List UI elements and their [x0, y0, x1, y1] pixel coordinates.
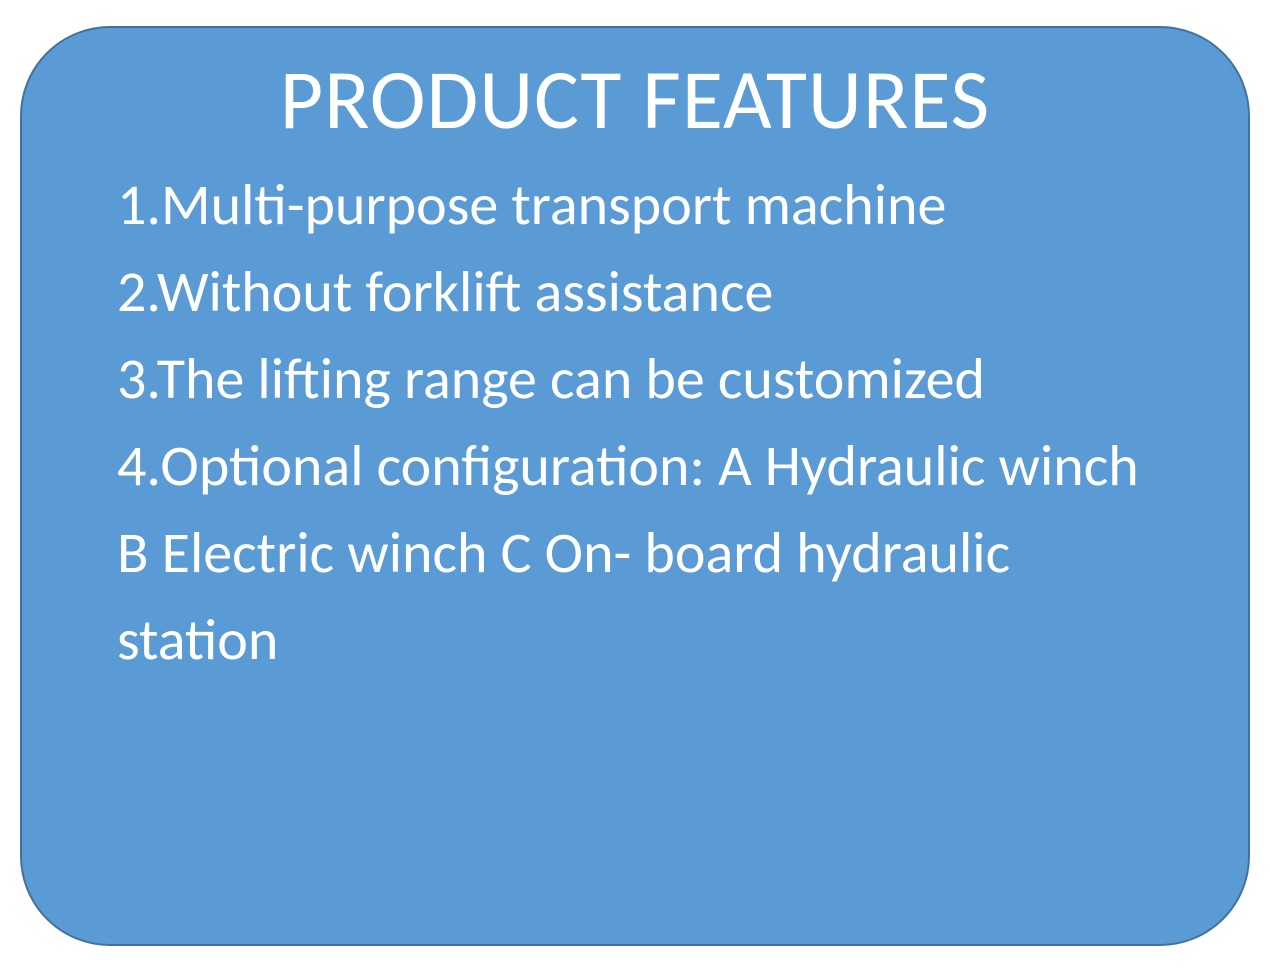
- feature-item: 3.The lifting range can be customized: [117, 335, 1153, 422]
- feature-item: 2.Without forklift assistance: [117, 248, 1153, 335]
- product-features-card: PRODUCT FEATURES 1.Multi-purpose transpo…: [20, 26, 1250, 946]
- feature-list: 1.Multi-purpose transport machine 2.With…: [117, 161, 1153, 683]
- feature-item: 4.Optional configuration: A Hydraulic wi…: [117, 422, 1153, 683]
- feature-item: 1.Multi-purpose transport machine: [117, 161, 1153, 248]
- card-title: PRODUCT FEATURES: [117, 48, 1153, 151]
